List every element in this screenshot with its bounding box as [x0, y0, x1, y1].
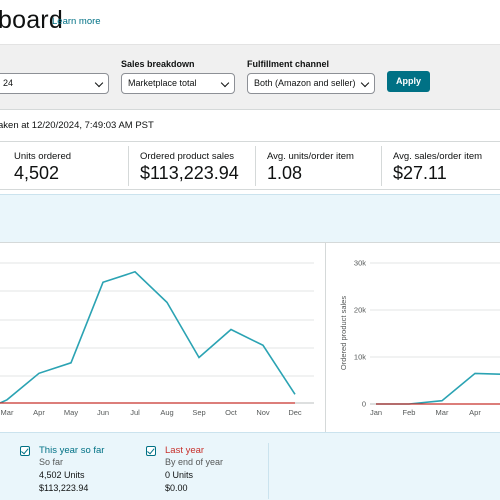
metric-value: $113,223.94	[140, 163, 239, 183]
x-tick-label: Feb	[403, 408, 416, 417]
x-tick-label: Sep	[192, 408, 205, 417]
metric-label: Units ordered	[14, 151, 72, 162]
filter-bar: 24 Sales breakdown Marketplace total Ful…	[0, 44, 500, 110]
sales-breakdown-value: Marketplace total	[128, 78, 197, 88]
chevron-down-icon	[220, 78, 230, 88]
legend-sales: $113,223.94	[39, 483, 89, 493]
x-tick-label: Jul	[130, 408, 140, 417]
checkbox-checked-icon[interactable]	[146, 446, 156, 456]
y-axis-label: Ordered product sales	[339, 296, 348, 370]
fulfillment-channel-select[interactable]: Both (Amazon and seller)	[247, 73, 375, 94]
x-tick-label: Mar	[436, 408, 449, 417]
date-select-value: 24	[3, 78, 14, 88]
ordered-product-sales-chart: 30k 20k 10k 0 Ordered product sales Jan Feb Mar…	[339, 259, 500, 417]
chart-divider	[325, 243, 326, 433]
metrics-row: Units ordered 4,502 Ordered product sale…	[0, 142, 500, 190]
metric-value: 4,502	[14, 163, 60, 183]
sales-breakdown-select[interactable]: Marketplace total	[121, 73, 235, 94]
learn-more-link[interactable]: Learn more	[52, 16, 101, 27]
x-tick-label: Apr	[33, 408, 45, 417]
x-tick-label: Jan	[370, 408, 382, 417]
page-header: board Learn more	[0, 0, 500, 44]
sales-breakdown-label: Sales breakdown	[121, 59, 195, 69]
series-line-this-year	[376, 372, 500, 405]
legend-sub: By end of year	[165, 457, 224, 467]
y-tick-label: 10k	[354, 353, 366, 362]
legend-divider	[268, 443, 269, 499]
x-tick-label: May	[64, 408, 78, 417]
metric-value: $27.11	[393, 163, 447, 183]
x-tick-label: Apr	[469, 408, 481, 417]
y-tick-label: 20k	[354, 306, 366, 315]
legend-units: 4,502 Units	[39, 470, 85, 480]
apply-button[interactable]: Apply	[387, 71, 430, 92]
metric-value: 1.08	[267, 163, 303, 183]
legend-name: This year so far	[39, 445, 105, 456]
legend-sub: So far	[39, 457, 64, 467]
page-title: board	[0, 6, 63, 34]
chevron-down-icon	[360, 78, 370, 88]
metric-label: Avg. sales/order item	[393, 151, 483, 162]
fulfillment-channel-label: Fulfillment channel	[247, 59, 330, 69]
x-tick-label: Mar	[1, 408, 14, 417]
checkbox-checked-icon[interactable]	[20, 446, 30, 456]
series-line-this-year	[0, 270, 296, 404]
compare-strip	[0, 194, 500, 242]
legend-panel: This year so far So far 4,502 Units $113…	[0, 432, 500, 500]
metric-label: Avg. units/order item	[267, 151, 354, 162]
legend-name: Last year	[165, 445, 205, 456]
y-tick-label: 30k	[354, 259, 366, 268]
x-tick-label: Jun	[97, 408, 109, 417]
legend-sales: $0.00	[165, 483, 188, 493]
chevron-down-icon	[94, 78, 104, 88]
legend-units: 0 Units	[165, 470, 194, 480]
charts-panel: Mar Apr May Jun Jul Aug Sep Oct Nov Dec 30k 20k 10k…	[0, 242, 500, 433]
snapshot-bar: aken at 12/20/2024, 7:49:03 AM PST	[0, 110, 500, 142]
metric-divider	[381, 146, 382, 186]
y-tick-label: 0	[362, 400, 366, 409]
x-tick-label: Dec	[288, 408, 302, 417]
date-select[interactable]: 24	[0, 73, 109, 94]
metric-divider	[128, 146, 129, 186]
snapshot-timestamp: aken at 12/20/2024, 7:49:03 AM PST	[0, 120, 154, 131]
units-ordered-chart: Mar Apr May Jun Jul Aug Sep Oct Nov Dec	[0, 262, 314, 417]
metric-divider	[255, 146, 256, 186]
fulfillment-channel-value: Both (Amazon and seller)	[254, 78, 356, 88]
x-tick-label: Oct	[225, 408, 238, 417]
x-tick-label: Nov	[256, 408, 270, 417]
x-tick-label: Aug	[160, 408, 173, 417]
metric-label: Ordered product sales	[140, 151, 234, 162]
